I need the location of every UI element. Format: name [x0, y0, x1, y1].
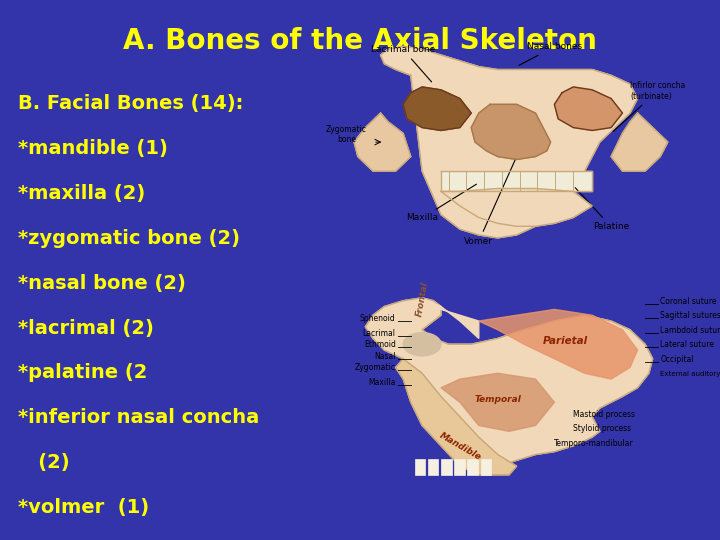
- Text: Maxilla: Maxilla: [368, 378, 396, 387]
- Text: B. Facial Bones (14):: B. Facial Bones (14):: [18, 94, 243, 113]
- Text: *volmer  (1): *volmer (1): [18, 498, 149, 517]
- Bar: [415, 459, 425, 475]
- Polygon shape: [479, 309, 638, 379]
- Text: Lacrimal bone: Lacrimal bone: [371, 45, 436, 82]
- Text: *mandible (1): *mandible (1): [18, 139, 168, 158]
- Text: Sphenoid: Sphenoid: [360, 314, 396, 323]
- Text: (2): (2): [18, 453, 70, 472]
- Text: Vomer: Vomer: [464, 159, 516, 246]
- Bar: [481, 459, 491, 475]
- Polygon shape: [441, 188, 593, 226]
- Text: Mastoid process: Mastoid process: [573, 410, 635, 419]
- Polygon shape: [354, 113, 411, 171]
- Text: Mandible: Mandible: [437, 431, 482, 462]
- Polygon shape: [611, 113, 668, 171]
- Text: Zygomatic
bone: Zygomatic bone: [326, 125, 367, 144]
- Polygon shape: [384, 298, 479, 350]
- Text: Nasal bones: Nasal bones: [519, 42, 582, 65]
- Text: Styloid process: Styloid process: [573, 424, 631, 433]
- Text: Temporal: Temporal: [474, 395, 521, 404]
- Bar: [428, 459, 438, 475]
- Text: Lacrimal: Lacrimal: [363, 328, 396, 338]
- Text: Lateral suture: Lateral suture: [660, 340, 714, 349]
- Bar: [467, 459, 478, 475]
- Polygon shape: [396, 359, 517, 475]
- Text: Ethmoid: Ethmoid: [364, 340, 396, 349]
- Bar: [441, 459, 451, 475]
- Text: Occipital: Occipital: [660, 355, 694, 363]
- Text: Parietal: Parietal: [543, 336, 588, 346]
- Ellipse shape: [403, 333, 441, 356]
- Polygon shape: [366, 298, 653, 466]
- Polygon shape: [441, 171, 593, 192]
- Polygon shape: [472, 104, 551, 159]
- Text: Zygomatic: Zygomatic: [355, 363, 396, 373]
- Text: *lacrimal (2): *lacrimal (2): [18, 319, 154, 338]
- Text: Maxilla: Maxilla: [406, 184, 477, 222]
- Text: Frontal: Frontal: [415, 281, 430, 317]
- Text: *maxilla (2): *maxilla (2): [18, 184, 145, 203]
- Text: Sagittal sutures: Sagittal sutures: [660, 311, 720, 320]
- Text: Lambdoid sutures: Lambdoid sutures: [660, 326, 720, 335]
- Text: Infirlor concha
(turbinate): Infirlor concha (turbinate): [613, 81, 685, 132]
- Bar: [454, 459, 465, 475]
- Text: *zygomatic bone (2): *zygomatic bone (2): [18, 229, 240, 248]
- Text: Palatine: Palatine: [575, 188, 629, 231]
- Text: *nasal bone (2): *nasal bone (2): [18, 274, 186, 293]
- Polygon shape: [554, 87, 623, 131]
- Text: A. Bones of the Axial Skeleton: A. Bones of the Axial Skeleton: [123, 27, 597, 55]
- Text: Coronal suture: Coronal suture: [660, 296, 716, 306]
- Text: *palatine (2: *palatine (2: [18, 363, 148, 382]
- Text: Nasal: Nasal: [374, 352, 396, 361]
- Text: *inferior nasal concha: *inferior nasal concha: [18, 408, 259, 427]
- Text: External auditory meatus: External auditory meatus: [660, 371, 720, 377]
- Polygon shape: [381, 46, 638, 238]
- Polygon shape: [403, 87, 472, 131]
- Text: Temporo-mandibular: Temporo-mandibular: [554, 439, 634, 448]
- Polygon shape: [441, 373, 554, 431]
